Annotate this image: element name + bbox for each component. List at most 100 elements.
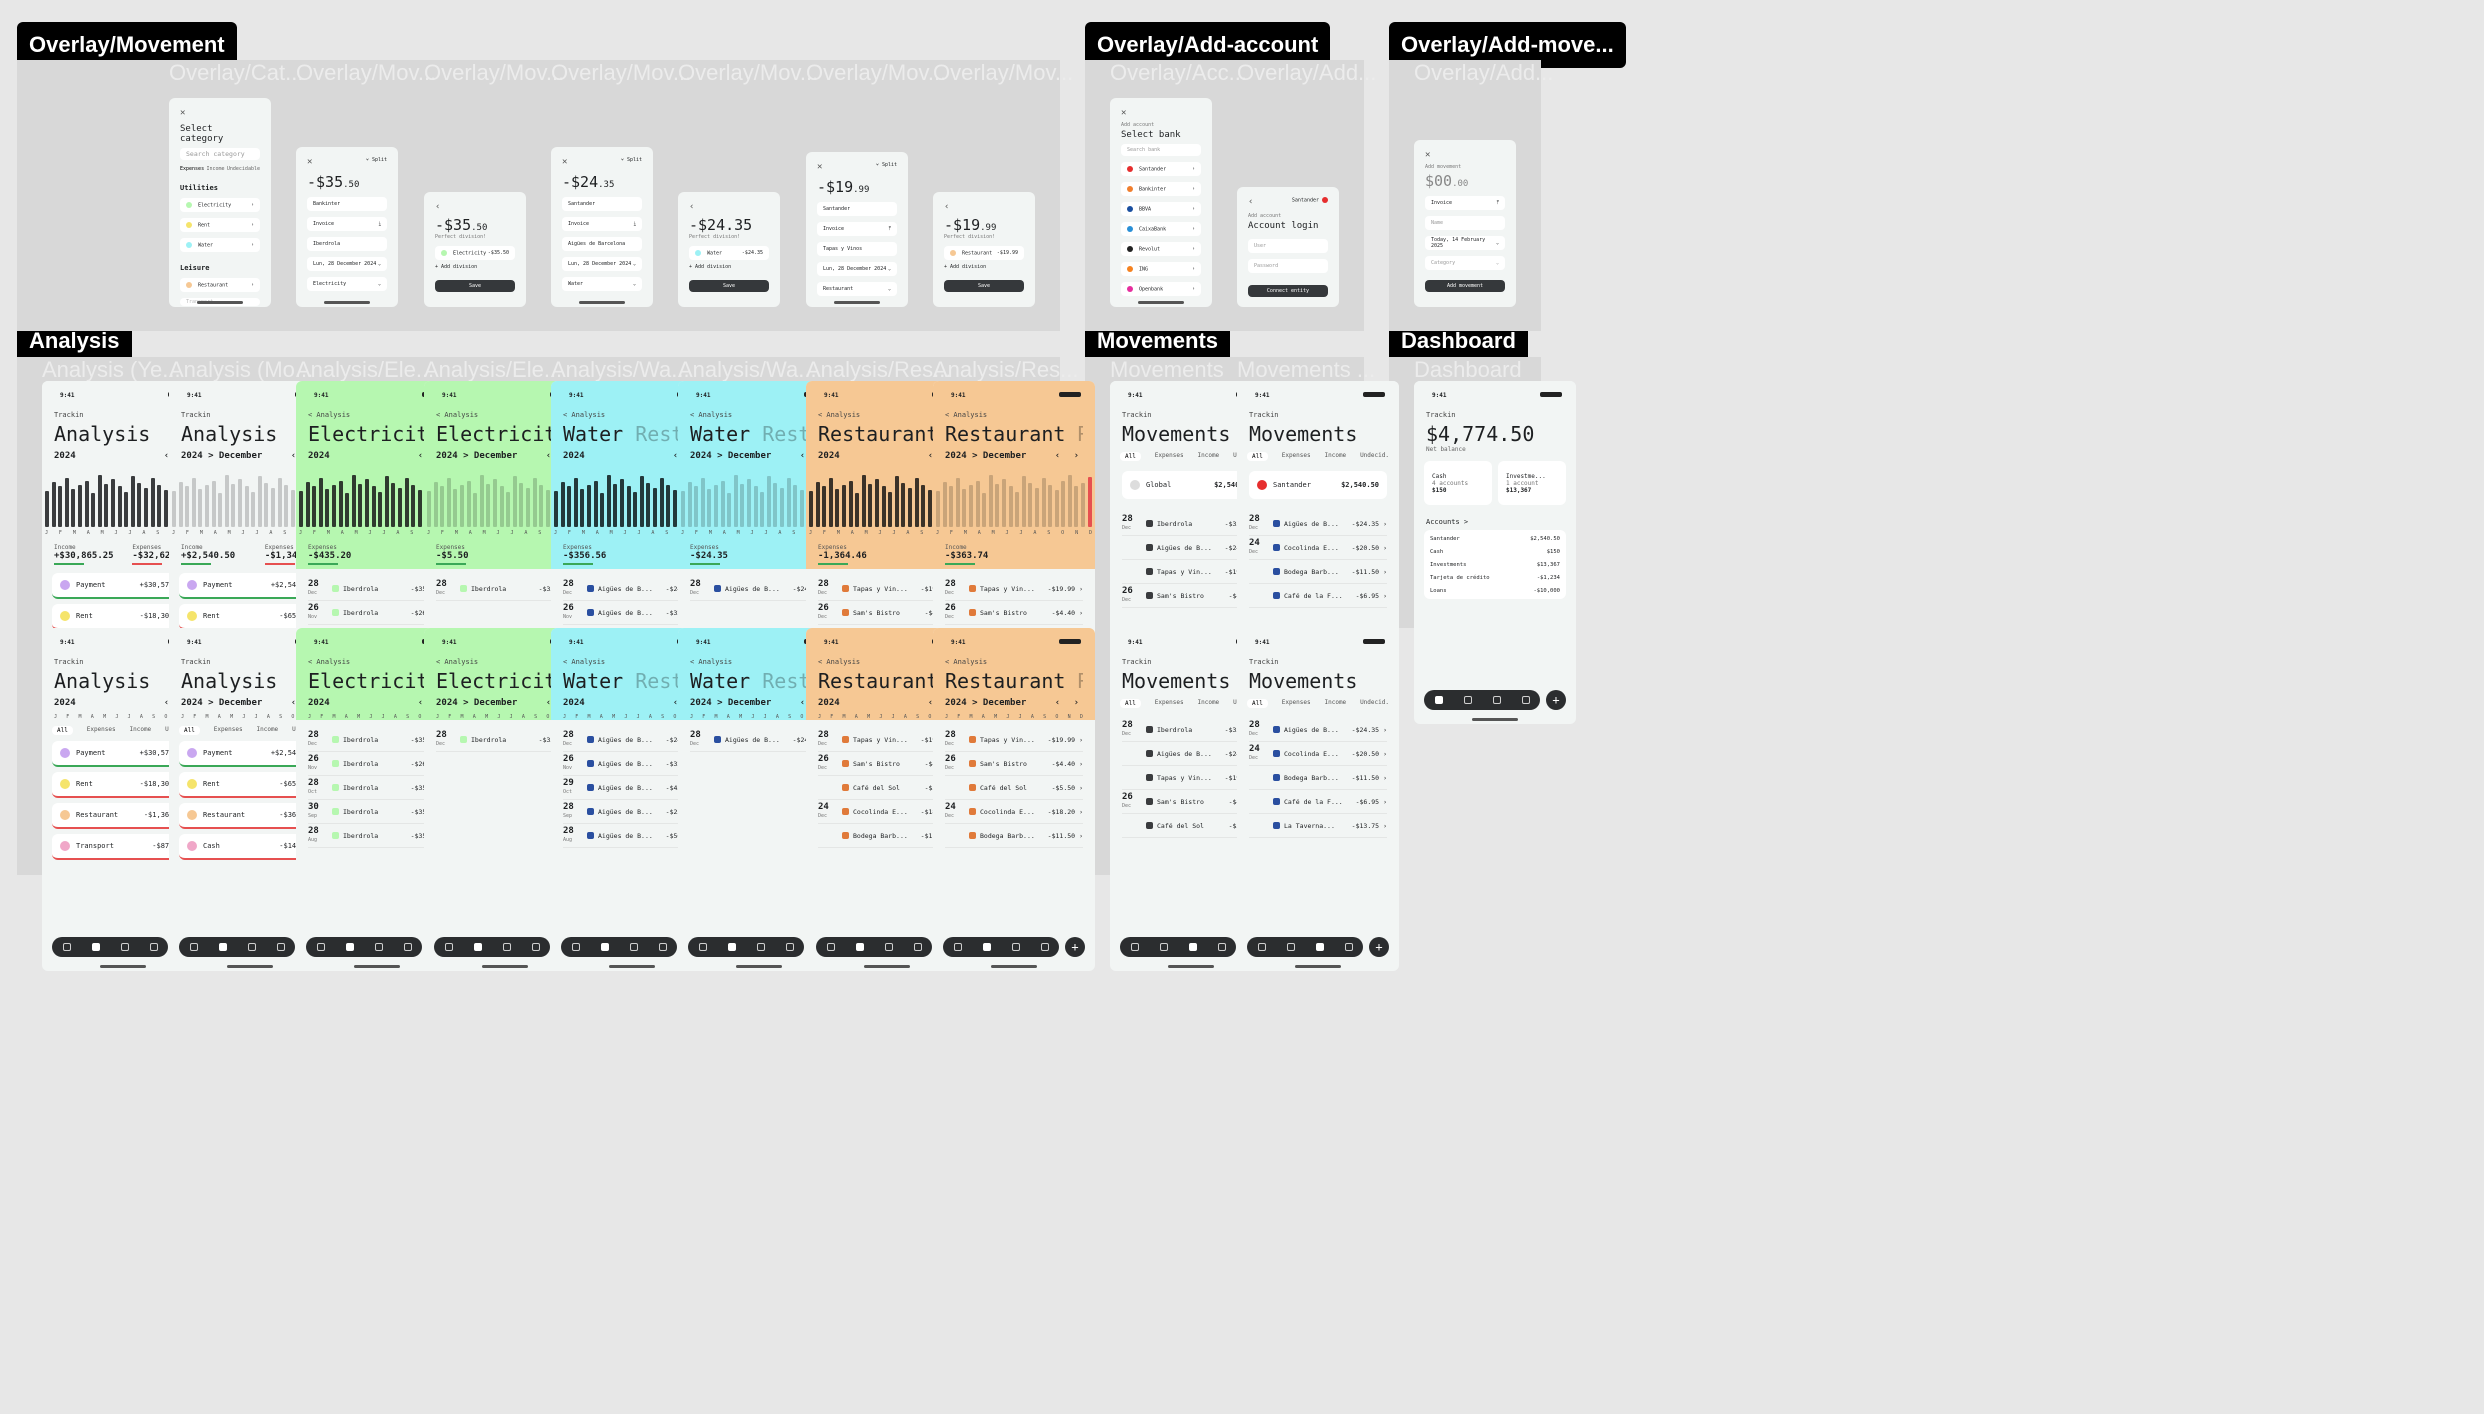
search-bank-input[interactable]: Search bank: [1121, 144, 1201, 156]
chart-bar[interactable]: [687, 481, 692, 527]
breadcrumb[interactable]: Trackin: [1122, 411, 1152, 419]
tab-income[interactable]: Income: [1324, 699, 1347, 706]
chart-bar[interactable]: [1061, 480, 1066, 527]
dashboard-tab-icon[interactable]: [571, 943, 580, 951]
chart-bar[interactable]: [371, 486, 376, 527]
chevron-left-icon[interactable]: ‹: [928, 698, 937, 708]
tab-expenses[interactable]: Expenses: [213, 726, 243, 733]
chart-bar[interactable]: [848, 480, 853, 527]
division-row[interactable]: Restaurant -$19.99: [944, 246, 1024, 260]
chart-bar[interactable]: [1081, 482, 1086, 527]
investments-card[interactable]: Investme... 1 account $13,367: [1498, 461, 1566, 505]
chart-bar[interactable]: [137, 482, 142, 527]
split-button[interactable]: ⑂ Split: [621, 157, 642, 167]
chart-bar[interactable]: [299, 491, 303, 527]
chevron-left-icon[interactable]: ‹: [1054, 698, 1065, 708]
chart-bar[interactable]: [841, 485, 846, 527]
period-label[interactable]: 2024 > December: [181, 698, 263, 708]
chart-bar[interactable]: [191, 477, 196, 527]
list-item[interactable]: Bodega Barb... -$11.50 ›: [1249, 560, 1387, 584]
period-label[interactable]: 2024: [54, 451, 76, 461]
chart-bar[interactable]: [955, 477, 960, 527]
chart-bar[interactable]: [506, 492, 511, 527]
name-field[interactable]: Aigües de Barcelona: [562, 237, 642, 251]
settings-tab-icon[interactable]: [1040, 943, 1049, 951]
invoice-field[interactable]: Invoice ⤒: [817, 222, 897, 236]
tab-income[interactable]: Income: [1197, 452, 1220, 459]
list-item[interactable]: Bodega Barb... -$11.50 ›: [1249, 766, 1387, 790]
movements-tab-icon[interactable]: [600, 943, 609, 951]
chart-bar[interactable]: [1074, 486, 1079, 527]
close-icon[interactable]: ✕: [180, 108, 186, 118]
tab-expenses[interactable]: Expenses: [180, 166, 205, 172]
settings-tab-icon[interactable]: [1217, 943, 1226, 951]
chart-bar[interactable]: [828, 477, 833, 527]
settings-tab-icon[interactable]: [913, 943, 922, 951]
chart-bar[interactable]: [163, 489, 168, 527]
chart-bar[interactable]: [404, 478, 409, 527]
chevron-left-icon[interactable]: ‹: [291, 698, 300, 708]
chart-bar[interactable]: [733, 474, 738, 527]
chart-bar[interactable]: [567, 486, 572, 527]
download-icon[interactable]: ⤓: [633, 221, 636, 227]
chevron-left-icon[interactable]: ‹: [1054, 451, 1065, 461]
chart-bar[interactable]: [672, 489, 677, 527]
category-field[interactable]: Electricity ⌄: [307, 277, 387, 291]
tab-income[interactable]: Income: [206, 166, 225, 172]
chart-bar[interactable]: [532, 478, 537, 527]
chart-bar[interactable]: [473, 493, 478, 527]
chevron-left-icon[interactable]: ‹: [164, 698, 173, 708]
chart-bar[interactable]: [868, 484, 873, 527]
chart-bar[interactable]: [962, 488, 967, 527]
period-label[interactable]: 2024: [818, 698, 840, 708]
account-row[interactable]: Cash $150: [1430, 545, 1560, 558]
chart-bar[interactable]: [110, 479, 115, 527]
division-row[interactable]: Water -$24.35: [689, 246, 769, 260]
breadcrumb[interactable]: < Analysis: [818, 411, 861, 419]
chart-bar[interactable]: [338, 480, 343, 527]
invoice-field[interactable]: Invoice ⤓: [562, 217, 642, 231]
chart-bar[interactable]: [600, 493, 605, 527]
chevron-left-icon[interactable]: ‹: [417, 698, 428, 708]
chart-bar[interactable]: [284, 485, 289, 527]
chart-bar[interactable]: [1034, 487, 1039, 527]
chart-bar[interactable]: [633, 492, 638, 527]
chart-bar[interactable]: [681, 491, 685, 527]
chart-bar[interactable]: [988, 474, 993, 527]
chart-bar[interactable]: [358, 484, 363, 527]
date-field[interactable]: Today, 14 February 2025 ⌄: [1425, 236, 1505, 250]
breadcrumb[interactable]: < Analysis: [308, 658, 351, 666]
settings-tab-icon[interactable]: [149, 943, 158, 951]
chart-bar[interactable]: [204, 485, 209, 527]
chart-bar[interactable]: [855, 493, 860, 527]
bank-item[interactable]: Revolut ›: [1121, 242, 1201, 256]
chart-bar[interactable]: [545, 489, 550, 527]
chart-bar[interactable]: [1015, 492, 1020, 527]
list-item[interactable]: 24 Dec Cocolinda E... -$20.50 ›: [1249, 536, 1387, 560]
period-label[interactable]: 2024 > December: [181, 451, 263, 461]
chart-bar[interactable]: [793, 485, 798, 527]
chart-bar[interactable]: [345, 493, 350, 527]
period-label[interactable]: 2024 > December: [945, 698, 1027, 708]
add-movement-fab[interactable]: +: [1369, 937, 1389, 957]
analysis-tab-icon[interactable]: [120, 943, 129, 951]
tab-all[interactable]: All: [1247, 699, 1268, 708]
back-icon[interactable]: ‹: [1248, 197, 1254, 207]
chart-bar[interactable]: [593, 480, 598, 527]
chart-bar[interactable]: [786, 478, 791, 527]
list-item[interactable]: La Taverna... -$13.75 ›: [1249, 814, 1387, 838]
settings-tab-icon[interactable]: [1344, 943, 1353, 951]
tab-expenses[interactable]: Expenses: [1154, 452, 1184, 459]
period-label[interactable]: 2024: [308, 451, 330, 461]
chart-bar[interactable]: [1001, 479, 1006, 527]
division-row[interactable]: Electricity -$35.50: [435, 246, 515, 260]
chart-bar[interactable]: [927, 489, 932, 527]
list-item[interactable]: Bodega Barb... -$11.50 ›: [945, 824, 1083, 848]
chart-bar[interactable]: [453, 488, 458, 527]
chart-bar[interactable]: [1067, 474, 1072, 527]
chart-bar[interactable]: [861, 474, 866, 527]
chart-bar[interactable]: [773, 482, 778, 527]
tab-all[interactable]: All: [1247, 452, 1268, 461]
chart-bar[interactable]: [305, 481, 310, 527]
